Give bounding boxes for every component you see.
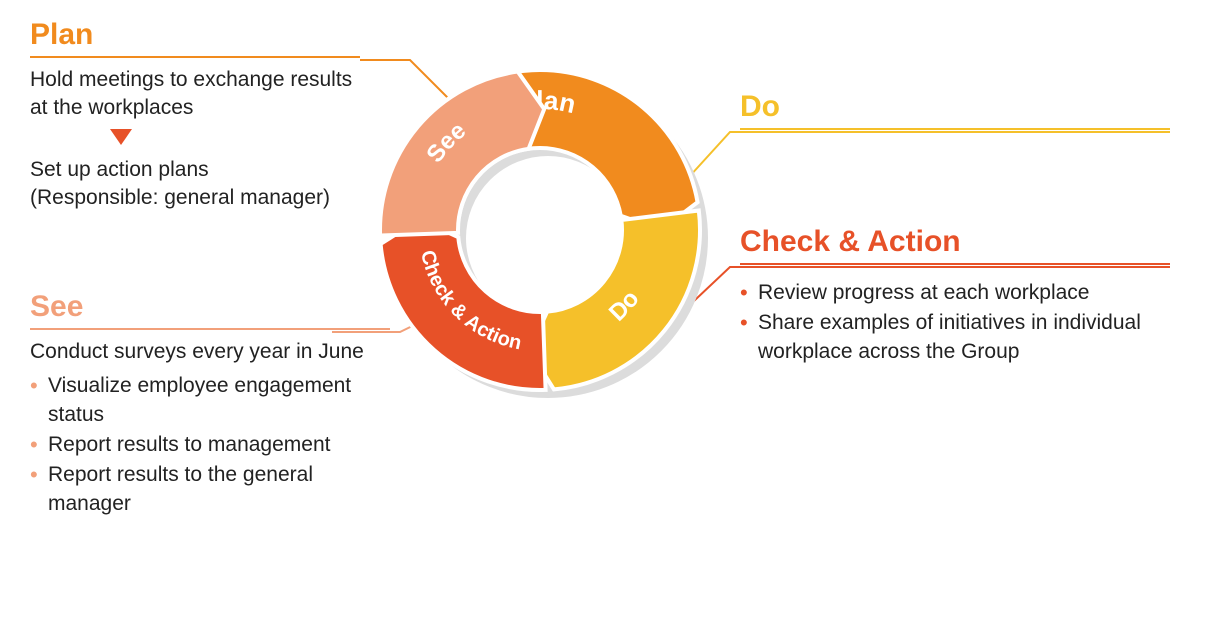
see-lead: Conduct surveys every year in June: [30, 338, 390, 366]
plan-title: Plan: [30, 18, 360, 52]
do-title: Do: [740, 90, 1170, 124]
plan-line2b: (Responsible: general manager): [30, 184, 360, 212]
do-section: Do: [740, 90, 1170, 130]
see-underline: [30, 328, 390, 330]
plan-line1: Hold meetings to exchange results at the…: [30, 66, 360, 123]
plan-section: Plan Hold meetings to exchange results a…: [30, 18, 360, 212]
see-bullets: Visualize employee engagement statusRepo…: [30, 372, 390, 518]
plan-underline: [30, 56, 360, 58]
list-item: Review progress at each workplace: [740, 279, 1170, 307]
check-section: Check & Action Review progress at each w…: [740, 225, 1170, 368]
check-underline: [740, 263, 1170, 265]
see-section: See Conduct surveys every year in June V…: [30, 290, 390, 520]
list-item: Report results to the general manager: [30, 461, 390, 518]
do-underline: [740, 128, 1170, 130]
leader-do: [668, 132, 1170, 200]
check-bullets: Review progress at each workplaceShare e…: [740, 279, 1170, 366]
list-item: Share examples of initiatives in individ…: [740, 309, 1170, 366]
down-arrow-icon: [110, 129, 132, 145]
list-item: Visualize employee engagement status: [30, 372, 390, 429]
check-title: Check & Action: [740, 225, 1170, 259]
see-title: See: [30, 290, 390, 324]
donut-diagram: PlanDoCheck & ActionSee: [370, 60, 710, 400]
list-item: Report results to management: [30, 431, 390, 459]
plan-line2a: Set up action plans: [30, 156, 360, 184]
